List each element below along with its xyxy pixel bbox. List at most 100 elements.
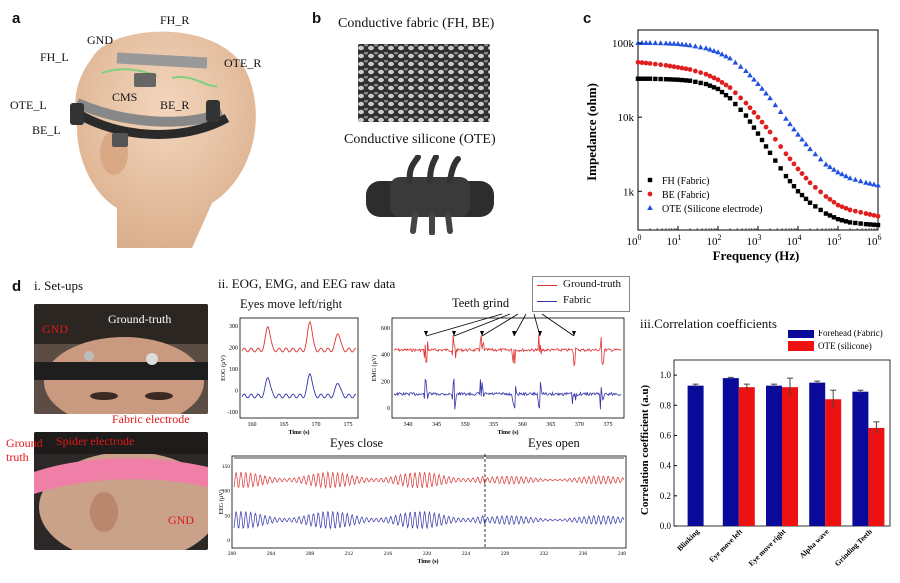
corr-category-label-3: Alpha wave — [798, 527, 832, 561]
impedance-point-2-3-2 — [683, 41, 689, 47]
emg-xtick-label-7: 375 — [604, 422, 613, 428]
impedance-point-1-4-2 — [698, 70, 704, 76]
eeg-ytick-label-2: 50 — [225, 513, 231, 519]
eeg-xtick-label-3: 212 — [345, 551, 354, 557]
impedance-point-2-12-2 — [803, 141, 809, 147]
impedance-point-2-1-2 — [657, 40, 664, 46]
impedance-point-0-4 — [687, 78, 693, 83]
eeg-ground-truth-trace — [233, 470, 625, 489]
eeg-xtick-label-4: 216 — [384, 551, 393, 557]
emg-plot: 600 400 200 0 340 345 350 355 360 365 370 375 Time (… — [368, 312, 630, 436]
impedance-point-2-15-2 — [843, 173, 849, 179]
impedance-legend-marker-1 — [647, 191, 653, 197]
impedance-point-2-12 — [795, 131, 801, 137]
impedance-point-1-9-2 — [763, 124, 769, 130]
label-ote-r: OTE_R — [224, 56, 262, 70]
eog-fabric-trace — [241, 372, 357, 399]
corr-ytick-label-1: 0.2 — [660, 491, 671, 501]
raw-data-legend: Ground-truth Fabric — [532, 276, 630, 312]
impedance-point-0-10 — [767, 150, 773, 156]
impedance-point-1-6-1 — [719, 79, 725, 85]
impedance-point-2-18 — [875, 182, 881, 188]
impedance-point-0-13 — [807, 200, 813, 205]
impedance-point-2-9-2 — [763, 90, 769, 96]
impedance-point-2-10-2 — [777, 108, 784, 114]
impedance-point-0-15 — [835, 216, 841, 222]
impedance-point-2-14 — [823, 161, 829, 167]
impedance-point-2-6-2 — [723, 53, 729, 59]
emg-arrow-3 — [513, 313, 527, 337]
impedance-point-2-11 — [783, 115, 789, 121]
impedance-point-2-7-1 — [732, 59, 739, 65]
impedance-point-1-1-2 — [658, 62, 664, 68]
impedance-xtick-label-3: 103 — [747, 233, 762, 248]
setup-photo-1 — [34, 304, 208, 414]
emg-arrow-5 — [541, 313, 575, 337]
impedance-point-1-10-1 — [772, 136, 778, 142]
impedance-point-1-12-2 — [803, 175, 809, 181]
impedance-point-1-2 — [663, 62, 669, 68]
impedance-point-2-2-2 — [671, 40, 677, 46]
raw-data-title: ii. EOG, EMG, and EEG raw data — [218, 276, 396, 291]
impedance-point-0-12-1 — [799, 192, 805, 198]
corr-category-label-0: Blinking — [675, 527, 701, 553]
impedance-point-2-2-1 — [667, 40, 673, 46]
panel-c-label: c — [583, 10, 592, 27]
corr-chart: Forehead (Fabric) OTE (silicone) 0.0 0.2 0.4… — [636, 328, 898, 578]
photo2-ground-truth-label: Ground truth — [6, 436, 43, 464]
impedance-point-0-15-1 — [839, 218, 845, 223]
impedance-point-2-13-2 — [817, 156, 824, 162]
head-drawing — [70, 31, 256, 248]
corr-category-label-4: Grinding Teeth — [833, 526, 875, 568]
impedance-point-0-16-2 — [858, 221, 863, 226]
corr-category-label-2: Eye move right — [747, 527, 788, 568]
impedance-point-1-7-2 — [738, 95, 744, 101]
impedance-point-2-12-1 — [799, 136, 805, 142]
impedance-point-0-12 — [795, 189, 801, 194]
impedance-point-1-16-2 — [858, 209, 864, 215]
eeg-ytick-label-3: 0 — [227, 538, 230, 544]
photo1-ground-truth-label: Ground-truth — [108, 312, 172, 326]
impedance-point-2-3-1 — [679, 41, 685, 47]
eog-ylabel: EOG (µV) — [220, 355, 227, 381]
impedance-point-1-16-1 — [852, 208, 858, 214]
impedance-point-0-11-1 — [787, 178, 793, 184]
impedance-point-0-3-1 — [679, 77, 685, 83]
legend-fabric: Fabric — [563, 294, 592, 306]
impedance-point-0-1 — [647, 76, 653, 81]
impedance-point-0-8 — [743, 113, 749, 118]
photo2-spider-electrode-label: Spider electrode — [56, 434, 135, 448]
eog-ytick-label-1: 200 — [229, 346, 238, 352]
impedance-legend-label-2: OTE (Silicone electrode) — [662, 204, 763, 215]
impedance-point-1-3-2 — [683, 66, 689, 72]
label-be-r: BE_R — [160, 98, 190, 112]
impedance-point-0-17-1 — [867, 222, 873, 227]
impedance-point-0-1-2 — [658, 76, 663, 82]
impedance-point-1-5-1 — [707, 73, 713, 79]
eog-ytick-label-3: 0 — [235, 389, 238, 395]
photo2-gnd-label: GND — [168, 513, 194, 527]
impedance-point-0-4-1 — [693, 79, 698, 85]
legend-fabric-swatch — [537, 301, 557, 302]
impedance-point-0-10-2 — [778, 166, 783, 171]
impedance-point-1-9 — [755, 114, 761, 120]
eeg-plot: 150 100 50 0 200 204 208 212 216 220 224 228 232 236 2… — [218, 438, 630, 566]
emg-arrowhead-1 — [452, 331, 456, 336]
emg-arrowhead-0 — [424, 331, 428, 336]
emg-ytick-label-0: 600 — [381, 326, 390, 332]
impedance-point-2-5-2 — [711, 47, 717, 53]
impedance-point-2-5-1 — [707, 46, 713, 52]
silicone-electrode-photo — [360, 154, 500, 236]
impedance-point-1-11-1 — [787, 156, 793, 162]
panel-d-label: d — [12, 278, 22, 295]
impedance-point-2-8-2 — [751, 76, 757, 82]
impedance-point-1-3 — [675, 64, 681, 70]
impedance-point-0-11 — [783, 173, 789, 179]
impedance-point-0-7 — [727, 96, 733, 101]
impedance-point-1-10-2 — [778, 144, 784, 149]
impedance-point-1-13-2 — [818, 189, 824, 195]
impedance-point-1-2-2 — [671, 64, 677, 70]
emg-xtick-label-1: 345 — [432, 422, 441, 428]
impedance-point-0-16-1 — [853, 220, 858, 226]
impedance-point-1-17-1 — [867, 212, 873, 217]
